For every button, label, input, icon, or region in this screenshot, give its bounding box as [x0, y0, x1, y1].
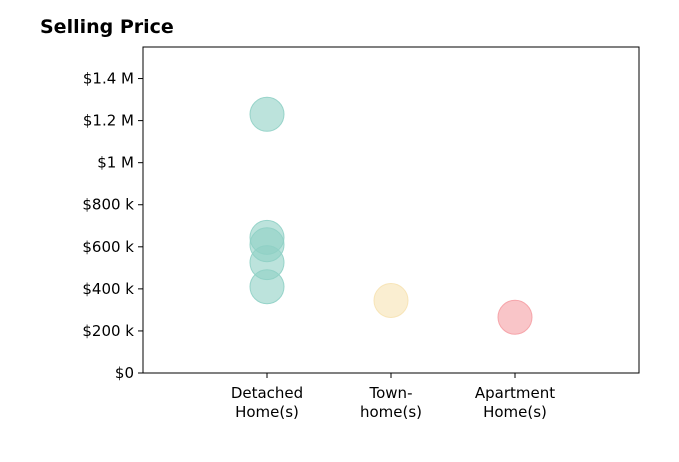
- y-tick-label: $1.4 M: [83, 70, 134, 88]
- x-axis: Detached Home(s) Town-home(s) Apartment Home…: [231, 373, 555, 421]
- x-tick-label: Town-home(s): [360, 384, 422, 421]
- y-tick-label: $400 k: [82, 280, 134, 298]
- data-point: [249, 269, 285, 305]
- y-tick-label: $800 k: [82, 196, 134, 214]
- y-tick-label: $600 k: [82, 238, 134, 256]
- data-point: [373, 282, 409, 318]
- y-axis: $0 $200 k $400 k $600 k $800 k $1 M $1.2 M $1.4…: [82, 70, 143, 382]
- x-tick-label: Apartment Home(s): [475, 384, 555, 421]
- y-tick-label: $200 k: [82, 322, 134, 340]
- y-tick-label: $1.2 M: [83, 112, 134, 130]
- y-tick-label: $0: [115, 364, 134, 382]
- x-tick-label: Detached Home(s): [231, 384, 303, 421]
- points-layer: [249, 96, 533, 335]
- plot-frame: [142, 46, 640, 374]
- y-tick-label: $1 M: [97, 154, 134, 172]
- chart-title: Selling Price: [40, 16, 174, 38]
- data-point: [249, 96, 285, 132]
- data-point: [497, 299, 533, 335]
